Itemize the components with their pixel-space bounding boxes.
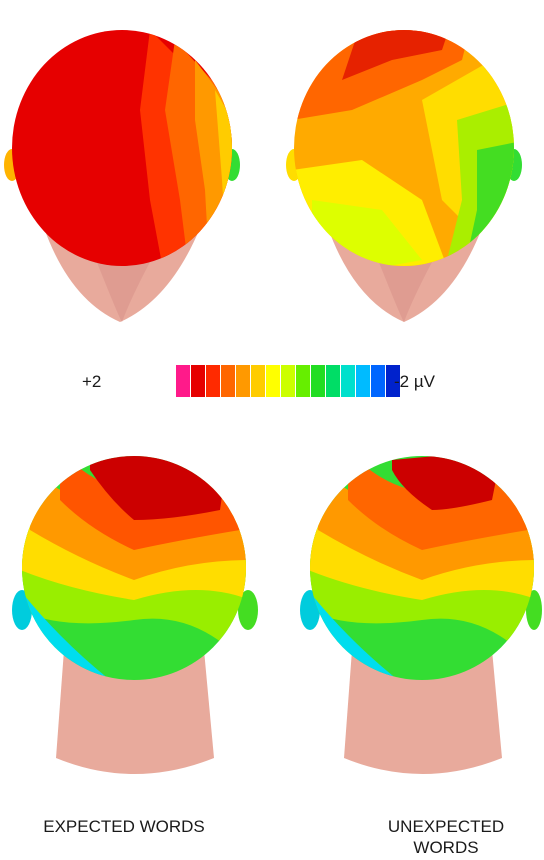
- color-scale-swatch: [281, 365, 295, 397]
- head-top-view-expected: [0, 0, 272, 340]
- head-back-view-unexpected: [272, 440, 544, 780]
- scale-max-label: +2: [82, 372, 102, 391]
- color-scale-swatch: [311, 365, 325, 397]
- head-back-view-expected: [0, 440, 272, 780]
- scale-min-label: -2 µV: [394, 372, 435, 391]
- color-scale-swatch: [251, 365, 265, 397]
- caption-expected-words: EXPECTED WORDS: [43, 817, 205, 836]
- color-scale-swatch: [296, 365, 310, 397]
- color-scale-bar: [176, 365, 401, 397]
- color-scale-swatch: [266, 365, 280, 397]
- head-top-view-unexpected: [272, 0, 544, 340]
- color-scale-swatch: [236, 365, 250, 397]
- color-scale-swatch: [371, 365, 385, 397]
- caption-unexpected-words: UNEXPECTED WORDS: [387, 817, 505, 857]
- neck-skin-shape: [56, 650, 214, 774]
- color-scale-swatch: [206, 365, 220, 397]
- scalp-map: [310, 456, 534, 680]
- color-scale-swatch: [221, 365, 235, 397]
- neck-skin-shape: [344, 650, 502, 774]
- color-scale-swatch: [191, 365, 205, 397]
- color-scale-swatch: [341, 365, 355, 397]
- color-scale-swatch: [386, 365, 400, 397]
- color-scale-swatch: [176, 365, 190, 397]
- color-scale-swatch: [326, 365, 340, 397]
- color-scale-swatch: [356, 365, 370, 397]
